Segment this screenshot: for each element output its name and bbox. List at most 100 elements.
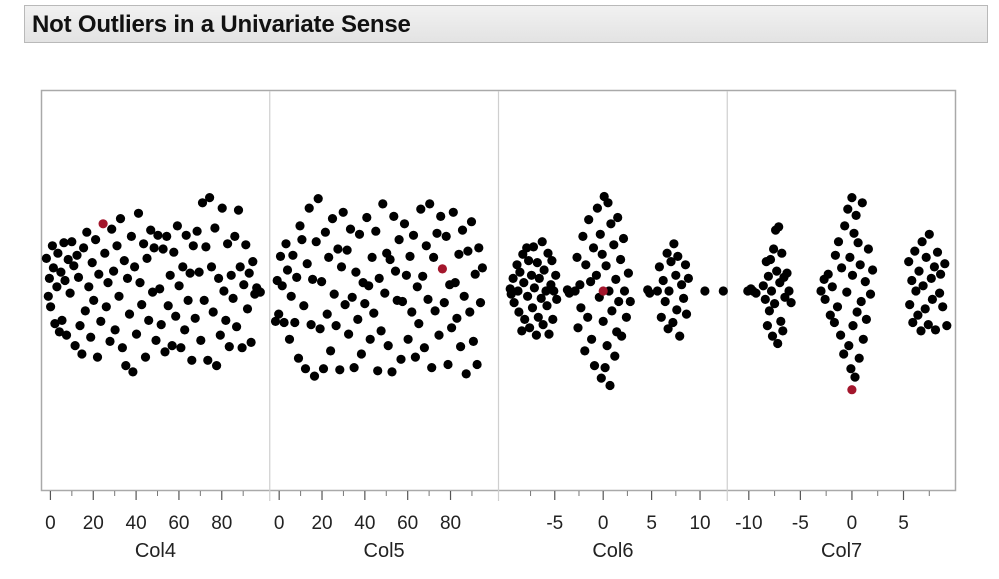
col5-point xyxy=(456,342,466,352)
col5-point xyxy=(380,288,390,298)
col7-point xyxy=(844,341,854,351)
col7-point xyxy=(850,372,860,382)
col4-point xyxy=(223,239,233,249)
col5-point xyxy=(281,239,291,249)
col6-point xyxy=(512,260,522,270)
col6-point xyxy=(584,215,594,225)
col5-point xyxy=(407,307,417,317)
col4-point xyxy=(233,205,244,215)
col5-point xyxy=(429,252,439,262)
col7-point xyxy=(830,250,841,260)
col4-point xyxy=(194,267,204,277)
col7-point xyxy=(938,302,948,312)
col6-point xyxy=(600,363,610,373)
col7-point xyxy=(842,287,852,297)
col7-point xyxy=(848,321,858,331)
col5-point xyxy=(430,306,440,316)
col7-tick-label: 5 xyxy=(898,513,909,534)
col6-point xyxy=(533,312,543,322)
col5-tick-label: 20 xyxy=(311,513,332,534)
col4-point xyxy=(130,262,140,272)
col4-point xyxy=(63,254,73,265)
col5-point xyxy=(270,316,281,326)
col4-point xyxy=(232,322,242,332)
col7-point xyxy=(825,310,835,320)
col5-point xyxy=(369,308,379,318)
col5-point xyxy=(376,326,386,336)
col6-point xyxy=(681,309,692,319)
report-title-bar[interactable]: Not Outliers in a Univariate Sense xyxy=(24,5,988,43)
col5-point xyxy=(331,321,341,331)
col6-point xyxy=(669,239,679,249)
col5-point xyxy=(338,207,348,217)
col5-point xyxy=(320,227,330,237)
col7-point xyxy=(846,364,856,374)
col4-point xyxy=(126,231,136,241)
col6-point xyxy=(529,283,540,293)
col4-point xyxy=(214,273,224,283)
col6-tick-label: 0 xyxy=(598,513,609,534)
col6-point xyxy=(602,341,612,351)
col4-point xyxy=(44,273,55,283)
col7-point xyxy=(763,271,774,281)
col4-point xyxy=(183,295,193,305)
col4-point xyxy=(57,315,67,325)
col6-point xyxy=(673,251,683,261)
col6-point xyxy=(578,231,588,241)
col4-point xyxy=(148,287,158,297)
col6-point xyxy=(526,270,537,280)
col5-point xyxy=(378,199,388,209)
col5-point xyxy=(452,313,462,323)
col4-point xyxy=(155,284,165,294)
col4-point xyxy=(165,270,175,280)
col5-point xyxy=(418,271,428,281)
col5-point xyxy=(318,364,329,374)
col4-point xyxy=(53,248,63,258)
col4-point xyxy=(122,273,133,283)
col4-point xyxy=(246,337,256,347)
col6-point xyxy=(543,248,553,258)
col7-point xyxy=(929,262,940,272)
col4-point xyxy=(196,335,206,345)
col5-point xyxy=(306,320,316,330)
col7-point xyxy=(758,281,768,291)
col5-point xyxy=(340,300,350,310)
col7-point xyxy=(837,263,847,273)
col7-point xyxy=(935,288,945,298)
col4-point xyxy=(221,315,231,325)
col6-point xyxy=(583,312,593,322)
col6-highlighted-point xyxy=(598,286,608,296)
col7-axis-label: Col7 xyxy=(821,540,862,562)
col6-point xyxy=(623,268,634,278)
col7-point xyxy=(907,275,917,286)
col4-point xyxy=(128,367,138,377)
col4-point xyxy=(210,223,220,233)
col5-point xyxy=(397,296,408,307)
col6-point xyxy=(597,249,607,259)
col7-point xyxy=(865,289,876,299)
col4-point xyxy=(103,278,113,288)
col4-point xyxy=(242,304,253,314)
col6-point xyxy=(524,256,534,266)
col6-point xyxy=(531,330,542,340)
col5-point xyxy=(371,226,381,236)
col5-point xyxy=(427,363,437,373)
col7-point xyxy=(855,260,865,270)
col5-point xyxy=(390,266,401,276)
col4-point xyxy=(156,320,166,330)
col4-point xyxy=(41,253,52,263)
col6-point xyxy=(660,296,670,307)
col4-point xyxy=(100,248,110,258)
col4-point xyxy=(121,361,131,371)
col6-point xyxy=(528,242,539,252)
col4-point xyxy=(43,291,53,301)
col4-point xyxy=(82,227,92,237)
col5-point xyxy=(454,249,464,259)
col5-point xyxy=(441,231,451,241)
col6-point xyxy=(572,252,582,262)
col4-point xyxy=(187,355,197,365)
col4-point xyxy=(73,272,84,282)
col7-point xyxy=(765,254,776,265)
col6-point xyxy=(587,334,597,344)
col5-point xyxy=(419,343,429,353)
